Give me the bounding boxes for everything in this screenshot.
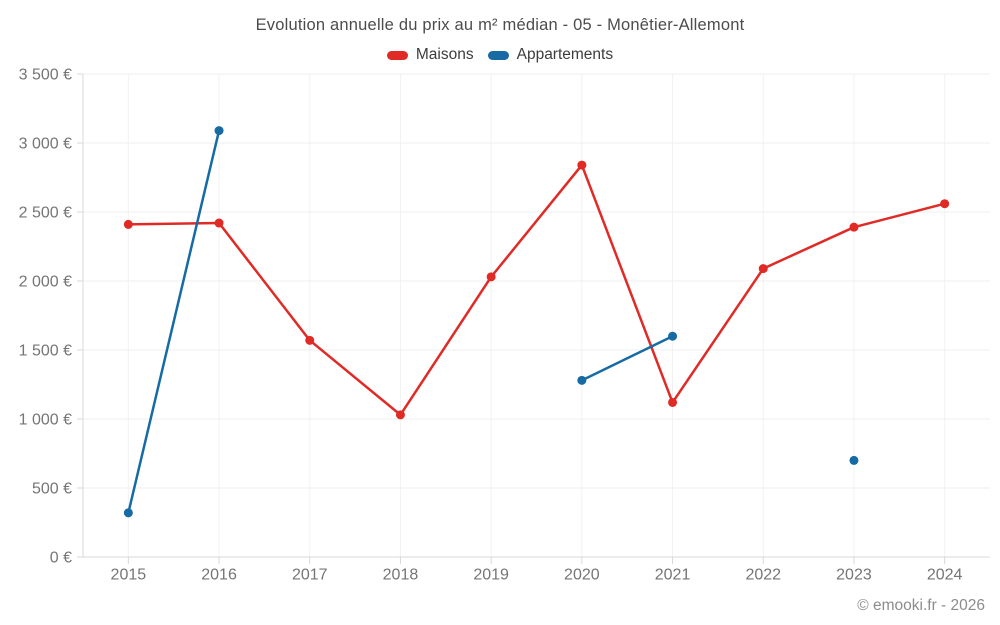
legend-swatch-maisons-icon — [386, 50, 408, 60]
y-tick-label: 0 € — [50, 550, 72, 567]
y-axis-labels: 0 € 500 € 1 000 € 1 500 € 2 000 € 2 500 € 3 00… — [19, 67, 72, 567]
data-point[interactable] — [940, 199, 950, 209]
x-tick-label: 2018 — [383, 567, 419, 584]
y-tick-label: 500 € — [32, 481, 72, 498]
data-point[interactable] — [849, 455, 859, 465]
legend-label-appartements: Appartements — [516, 46, 614, 63]
data-point[interactable] — [486, 272, 496, 282]
y-tick-label: 1 500 € — [19, 343, 72, 360]
x-tick-label: 2021 — [655, 567, 691, 584]
x-tick-label: 2020 — [564, 567, 600, 584]
series-line — [580, 334, 674, 382]
y-tick-label: 3 000 € — [19, 136, 72, 153]
legend-item-appartements[interactable]: Appartements — [487, 46, 614, 64]
legend-label-maisons: Maisons — [415, 46, 474, 63]
chart-title: Evolution annuelle du prix au m² médian … — [255, 16, 745, 34]
data-point[interactable] — [123, 219, 133, 229]
chart-legend: Maisons Appartements — [0, 46, 1000, 64]
series-maisons — [123, 160, 950, 420]
copyright-text: © emooki.fr - 2026 — [857, 597, 985, 614]
y-tick-label: 2 000 € — [19, 274, 72, 291]
series-line — [127, 129, 221, 515]
data-point[interactable] — [214, 218, 224, 228]
y-tick-label: 3 500 € — [19, 67, 72, 84]
x-tick-label: 2023 — [836, 567, 872, 584]
y-gridlines — [77, 73, 990, 558]
data-point[interactable] — [758, 264, 768, 274]
y-tick-label: 2 500 € — [19, 205, 72, 222]
data-point[interactable] — [668, 397, 678, 407]
x-tick-label: 2015 — [111, 567, 147, 584]
legend-swatch-appartements-icon — [487, 50, 509, 60]
series-appartements — [123, 126, 859, 518]
data-point[interactable] — [305, 335, 315, 345]
data-point[interactable] — [395, 410, 405, 420]
data-point[interactable] — [668, 331, 678, 341]
data-point[interactable] — [123, 508, 133, 518]
x-tick-label: 2022 — [745, 567, 781, 584]
data-point[interactable] — [214, 126, 224, 136]
data-point[interactable] — [849, 222, 859, 232]
x-axis-labels: 2015 2016 2017 2018 2019 2020 2021 2022 2023 2024 — [111, 567, 963, 584]
y-tick-label: 1 000 € — [19, 412, 72, 429]
x-tick-label: 2019 — [473, 567, 509, 584]
x-tick-label: 2024 — [927, 567, 963, 584]
data-point[interactable] — [577, 160, 587, 170]
x-tick-label: 2016 — [201, 567, 237, 584]
legend-item-maisons[interactable]: Maisons — [386, 46, 474, 64]
x-gridlines — [127, 74, 946, 564]
x-tick-label: 2017 — [292, 567, 328, 584]
data-point[interactable] — [577, 375, 587, 385]
series-line — [127, 163, 946, 417]
